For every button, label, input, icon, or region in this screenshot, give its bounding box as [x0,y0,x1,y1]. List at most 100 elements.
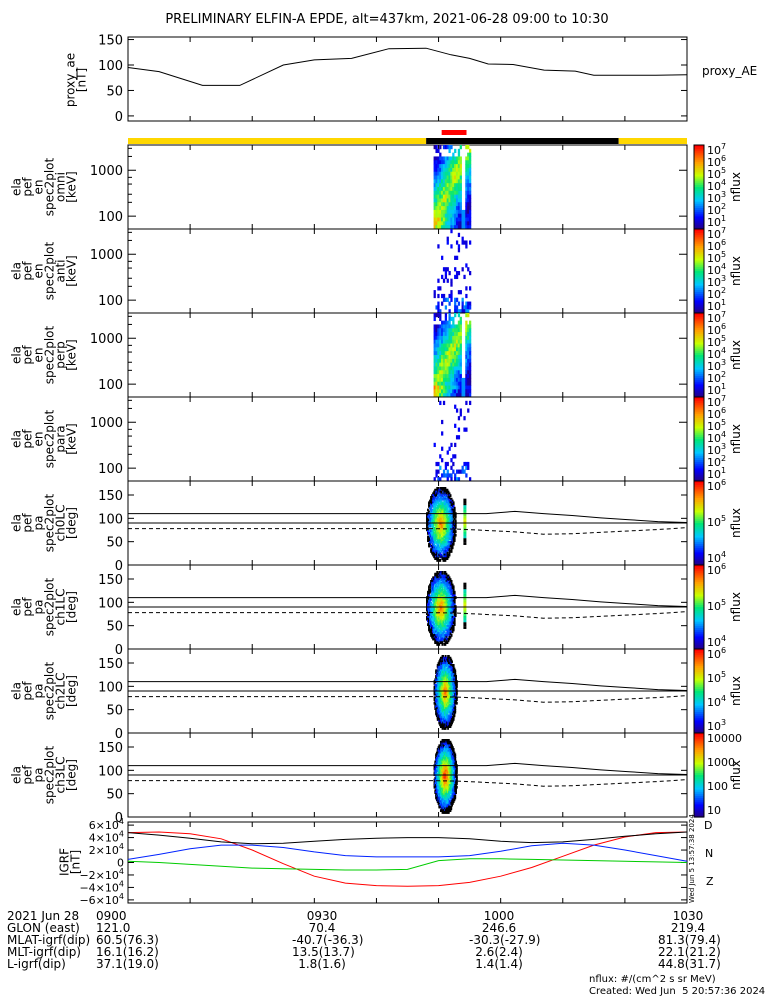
pa_ch2LC-cell [439,687,442,691]
pa_ch1LC-lc-upper-line [128,594,687,608]
pa_ch0LC-cell [445,546,448,550]
pa_ch0LC-cell [441,541,444,544]
spec_perp-cell [457,320,461,325]
spec_perp-ytick-label: 1000 [90,332,123,347]
pa_ch1LC-cell [451,610,454,614]
pa_ch0LC-cell [440,503,443,506]
spec_omni-cell [442,190,446,196]
pa_ch0LC-cell [439,492,442,496]
pa_ch2LC-cell [454,709,457,712]
pa_ch1LC-cell [437,628,440,632]
pa_ch2LC-colorbar-band [694,707,704,711]
pa_ch1LC-cell [432,598,434,601]
pa_ch3LC-colorbar-band [694,800,704,803]
pa_ch1LC-cell [443,628,446,632]
spec_para-cell [444,465,448,470]
pa_ch1LC-colorbar-band [694,617,704,621]
pa_ch0LC-cell [437,557,440,560]
pa_ch1LC-cell [438,580,441,583]
spec_perp-cell [459,381,462,386]
spec_omni-colorbar-band [694,193,704,196]
spec_para-cell [450,465,453,470]
pa_ch1LC-lc-dashed-line [128,611,687,619]
pa_ch1LC-cell [438,590,441,594]
pa_ch2LC-cell [451,692,453,696]
pa_ch0LC-cell [433,514,436,517]
pa_ch0LC-cell [447,501,450,505]
pa_ch0LC-cell [437,505,440,508]
spec_omni-cell [454,164,457,169]
pa_ch1LC-cell [432,594,434,598]
spec_perp-colorbar-band [694,315,704,318]
spec_perp-cell [448,389,451,394]
pa_ch0LC-cell [442,550,445,553]
pa_ch1LC-cell [440,635,443,639]
spec_perp-cell [450,374,453,379]
pa_ch1LC-cell [443,585,446,589]
spec_perp-cell [448,324,451,329]
pa_ch0LC-cell [443,544,446,548]
pa_ch0LC-cell [435,492,438,496]
spec_perp-cell [439,389,442,394]
pa_ch0LC-ytick-label: 100 [98,512,123,527]
spec_omni-cell [457,171,461,176]
pa_ch1LC-cell [443,639,446,643]
spec_perp-cell [446,366,449,371]
spec_perp-cell [439,393,442,398]
spec_perp-cell [450,377,453,383]
pa_ch1LC-cell [452,598,455,601]
pa_ch1LC-cell [436,576,439,580]
spec_omni-colorbar-band [694,151,704,154]
spec_perp-cell [459,328,462,333]
spec_omni-cell [459,164,462,169]
spec_omni-cell [435,148,438,154]
pa_ch0LC-cell [443,535,446,539]
pa_ch2LC-cell [436,674,439,678]
pa_ch0LC-cell [448,551,451,555]
pa_ch1LC-cell [449,623,452,626]
proxy-ae-legend: proxy_AE [702,64,757,78]
pa_ch1LC-cell [447,599,450,603]
spec_para-cell [459,412,462,417]
pa_ch1LC-cell [439,630,442,634]
pa_ch0LC-cell [444,542,447,546]
pa_ch1LC-cell [446,603,449,607]
pa_ch1LC-cell [432,628,434,632]
pa_ch0LC-cell [439,508,442,512]
spec_perp-cell [452,355,455,360]
spec_anti-cell [454,305,457,310]
pa_ch0LC-cell [430,501,432,505]
pa_ch0LC-cell [446,519,449,523]
pa_ch1LC-cell [437,639,440,643]
pa_ch1LC-cell [449,589,452,592]
pa_ch1LC-cell [453,608,456,612]
pa_ch0LC-cell [443,497,446,501]
spec_omni-cell [442,171,446,176]
pa_ch1LC-colorbar-band [694,571,704,574]
pa_ch0LC-cell [449,510,452,514]
pa_ch1LC-cell [436,590,439,594]
pa_ch1LC-cell [439,598,442,601]
spec_omni-cell [433,175,436,180]
pa_ch1LC-cell [449,617,452,621]
pa_ch0LC-cell [436,542,439,546]
pa_ch0LC-cell [438,537,441,541]
pa_ch0LC-cell [445,532,448,535]
spec_perp-cell [452,366,455,371]
pa_ch1LC-cell [445,625,448,628]
spec_omni-cell [433,160,436,165]
spec_omni-cell [433,190,436,196]
pa_ch0LC-cell [454,523,457,526]
spec_anti-cell [433,290,436,295]
pa_ch1LC-cell [441,583,444,587]
pa_ch0LC-cell [440,541,443,544]
pa_ch0LC-cell [432,524,434,528]
spec_anti-cell [457,232,461,238]
spec_para-colorbar-band [694,476,704,480]
pa_ch2LC-cell [435,698,438,701]
spec_omni-cell [435,179,438,184]
pa_ch0LC-cell [445,524,448,528]
pa_ch1LC-cell [446,585,449,589]
pa_ch0LC-cell [438,550,441,553]
pa_ch1LC-cell [449,632,452,635]
